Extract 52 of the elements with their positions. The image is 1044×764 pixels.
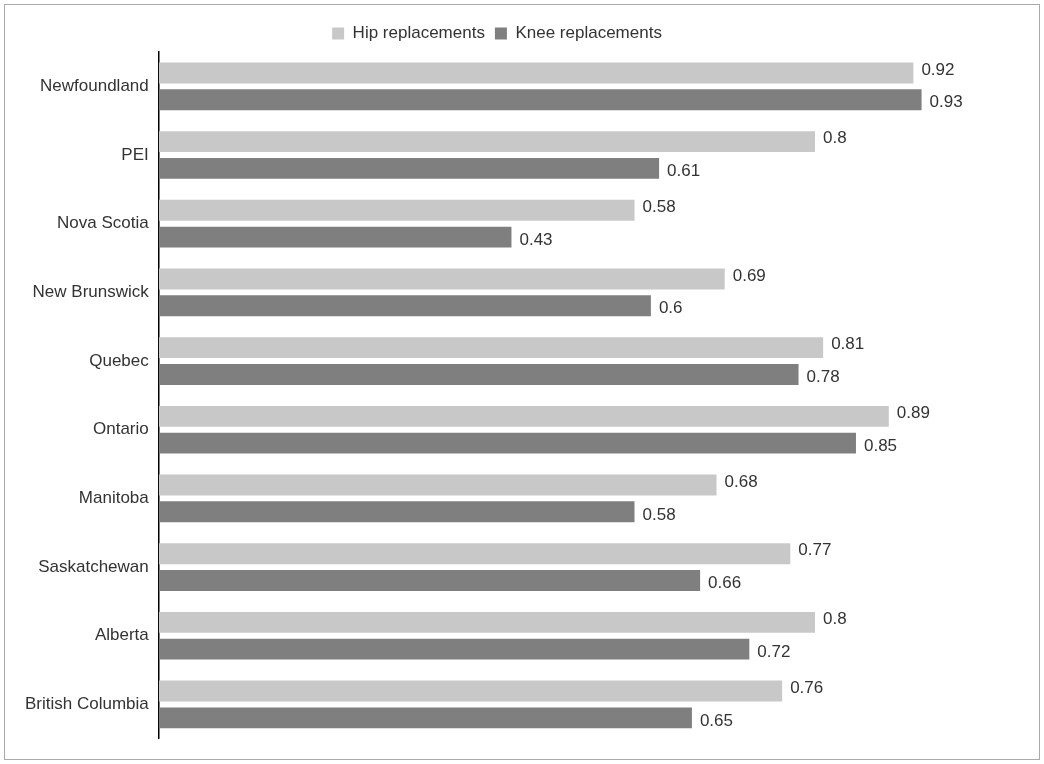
y-tick-label: Alberta <box>94 625 150 645</box>
y-tick-label: Nova Scotia <box>57 213 150 233</box>
bar <box>158 638 750 660</box>
bar <box>158 89 922 111</box>
data-label: 0.65 <box>699 710 734 730</box>
data-label: 0.77 <box>798 540 832 560</box>
data-label: 0.89 <box>896 403 930 423</box>
bar <box>158 432 856 454</box>
y-tick-label: Manitoba <box>78 488 150 508</box>
bar <box>158 62 914 84</box>
data-label: 0.66 <box>708 573 742 593</box>
data-label: 0.81 <box>831 334 865 354</box>
data-label: 0.93 <box>929 92 963 112</box>
legend-label: Hip replacements <box>352 23 485 43</box>
bar <box>158 570 701 591</box>
y-tick-label: Quebec <box>89 350 150 370</box>
bar <box>158 226 512 248</box>
data-label: 0.8 <box>822 128 847 148</box>
data-label: 0.43 <box>519 229 553 249</box>
y-tick-label: New Brunswick <box>32 282 150 302</box>
bar <box>158 474 717 496</box>
bar <box>158 295 651 317</box>
data-label: 0.8 <box>822 609 847 629</box>
bar <box>158 268 725 290</box>
y-tick-label: Saskatchewan <box>38 556 149 576</box>
legend-label: Knee replacements <box>515 23 662 43</box>
bar <box>158 501 635 523</box>
bar <box>158 680 783 702</box>
data-label: 0.92 <box>921 59 955 79</box>
data-label: 0.78 <box>806 367 840 387</box>
y-tick-label: Ontario <box>93 419 149 439</box>
data-label: 0.58 <box>642 504 676 524</box>
bar <box>158 131 815 153</box>
bar <box>158 543 791 565</box>
data-label: 0.69 <box>732 265 766 285</box>
data-label: 0.6 <box>658 298 683 318</box>
bar <box>158 707 692 729</box>
bar <box>158 611 815 633</box>
bar <box>158 337 824 359</box>
bar <box>158 199 635 221</box>
data-label: 0.76 <box>790 677 824 697</box>
y-tick-label: Newfoundland <box>40 76 149 96</box>
data-label: 0.72 <box>757 641 791 661</box>
bar <box>158 364 799 385</box>
bar <box>158 157 660 179</box>
data-label: 0.85 <box>863 435 898 455</box>
data-label: 0.61 <box>667 161 701 181</box>
y-tick-label: PEI <box>121 144 149 164</box>
data-label: 0.58 <box>642 196 676 216</box>
bar <box>158 405 889 427</box>
data-label: 0.68 <box>724 471 758 491</box>
y-tick-label: British Columbia <box>25 694 150 714</box>
